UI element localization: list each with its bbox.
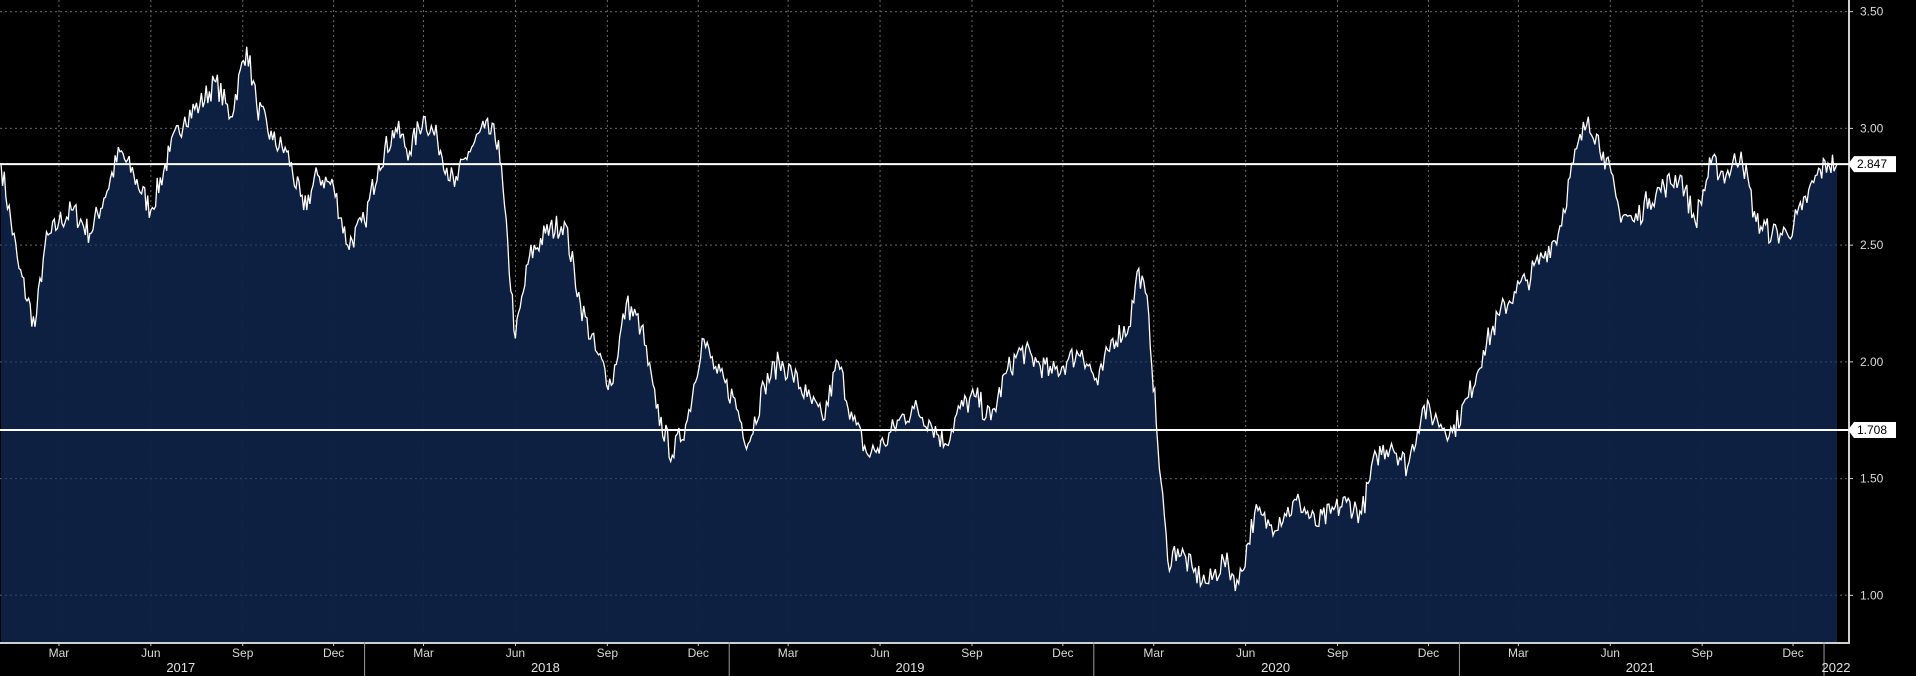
series-line — [0, 46, 1838, 592]
y-tick-label: 2.00 — [1860, 355, 1884, 369]
year-label: 2021 — [1626, 660, 1655, 675]
x-tick-label: Dec — [1418, 646, 1439, 660]
x-tick-label: Dec — [1052, 646, 1073, 660]
year-label: 2020 — [1261, 660, 1290, 675]
x-tick-label: Jun — [1601, 646, 1620, 660]
x-tick-label: Mar — [1508, 646, 1529, 660]
x-tick-label: Sep — [1327, 646, 1349, 660]
y-tick-label: 1.50 — [1860, 472, 1884, 486]
x-tick-label: Dec — [688, 646, 709, 660]
x-tick-label: Mar — [413, 646, 434, 660]
x-tick-label: Mar — [49, 646, 70, 660]
year-label: 2019 — [896, 660, 925, 675]
year-label: 2017 — [166, 660, 195, 675]
x-tick-label: Mar — [778, 646, 799, 660]
reference-label-box — [1848, 422, 1896, 439]
x-tick-label: Jun — [870, 646, 889, 660]
x-tick-label: Jun — [141, 646, 160, 660]
x-tick-label: Sep — [232, 646, 254, 660]
x-tick-label: Sep — [961, 646, 983, 660]
y-axis-line — [1848, 0, 1850, 642]
year-label: 2022 — [1822, 660, 1851, 675]
plot-area — [0, 0, 1848, 642]
y-tick-label: 2.50 — [1860, 238, 1884, 252]
x-tick-label: Jun — [506, 646, 525, 660]
x-tick-label: Jun — [1236, 646, 1255, 660]
reference-label-box — [1848, 156, 1896, 173]
y-tick-label: 1.00 — [1860, 588, 1884, 602]
x-tick-label: Dec — [1782, 646, 1803, 660]
reference-label: 2.847 — [1857, 157, 1887, 171]
series-area — [1, 46, 1837, 642]
x-tick-label: Mar — [1143, 646, 1164, 660]
reference-label: 1.708 — [1857, 423, 1887, 437]
x-tick-label: Dec — [323, 646, 344, 660]
x-tick-label: Sep — [597, 646, 619, 660]
y-tick-label: 3.00 — [1860, 121, 1884, 135]
x-axis-line — [0, 642, 1850, 644]
y-tick-label: 3.50 — [1860, 5, 1884, 19]
x-tick-label: Sep — [1691, 646, 1713, 660]
year-label: 2018 — [531, 660, 560, 675]
